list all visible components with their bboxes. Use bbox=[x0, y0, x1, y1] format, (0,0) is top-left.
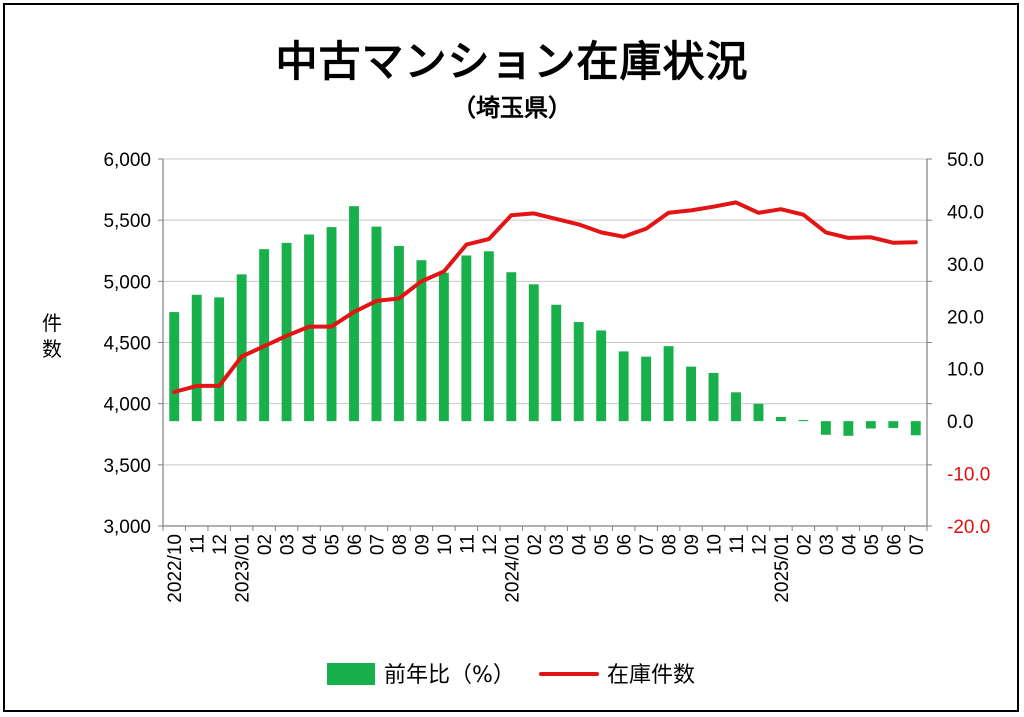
x-tick-label: 02 bbox=[255, 534, 276, 555]
line-series bbox=[172, 200, 918, 394]
x-tick-label: 11 bbox=[457, 534, 478, 554]
axes bbox=[158, 158, 932, 531]
x-tick-label: 02 bbox=[794, 534, 815, 555]
x-tick-label: 08 bbox=[390, 534, 411, 555]
left-tick-label: 3,000 bbox=[103, 517, 151, 538]
bar bbox=[483, 251, 494, 422]
right-tick-label: 20.0 bbox=[947, 307, 984, 328]
x-tick-label: 05 bbox=[323, 534, 344, 555]
bar bbox=[461, 255, 472, 422]
x-tick-label: 12 bbox=[480, 534, 501, 555]
y-axis-label-char: 件 bbox=[42, 311, 62, 335]
x-tick-label: 06 bbox=[884, 534, 905, 555]
x-tick-label: 10 bbox=[705, 534, 726, 555]
bar bbox=[843, 421, 854, 436]
x-tick-label: 12 bbox=[210, 534, 231, 555]
bar bbox=[910, 421, 921, 436]
x-tick-label: 10 bbox=[435, 534, 456, 555]
left-tick-label: 4,500 bbox=[103, 334, 151, 355]
bar bbox=[663, 346, 674, 422]
x-tick-label: 04 bbox=[570, 534, 591, 556]
x-tick-label: 2025/01 bbox=[772, 534, 793, 603]
bar bbox=[438, 272, 449, 422]
x-axis-ticks: 2022/10 11 12 2023/01 02 03 04 05 06 07 08 09 10 11 12… bbox=[165, 534, 928, 603]
bar bbox=[281, 242, 292, 422]
legend-swatch-bar bbox=[327, 663, 375, 685]
right-tick-label: 0.0 bbox=[947, 412, 973, 433]
bar bbox=[371, 226, 382, 422]
bar bbox=[798, 420, 809, 422]
x-tick-label: 07 bbox=[368, 534, 389, 555]
bar bbox=[641, 356, 652, 422]
right-tick-label: -10.0 bbox=[947, 465, 990, 486]
x-tick-label: 05 bbox=[592, 534, 613, 555]
bar bbox=[618, 351, 629, 422]
x-tick-label: 03 bbox=[278, 534, 299, 555]
x-tick-label: 06 bbox=[615, 534, 636, 555]
x-tick-label: 05 bbox=[862, 534, 883, 555]
left-tick-label: 5,500 bbox=[103, 211, 151, 232]
bar bbox=[753, 403, 764, 422]
x-tick-label: 07 bbox=[637, 534, 658, 555]
x-tick-label: 03 bbox=[817, 534, 838, 555]
right-tick-label: 40.0 bbox=[947, 202, 984, 223]
x-tick-label: 08 bbox=[660, 534, 681, 555]
bar bbox=[731, 392, 741, 422]
bar bbox=[236, 274, 247, 422]
bar bbox=[865, 421, 876, 429]
bar bbox=[573, 322, 584, 422]
bar bbox=[551, 304, 562, 422]
legend-label-line: 在庫件数 bbox=[607, 663, 695, 688]
inventory-line bbox=[172, 200, 918, 394]
bar bbox=[775, 416, 786, 422]
x-tick-label: 03 bbox=[547, 534, 568, 555]
bar bbox=[686, 366, 697, 422]
chart-subtitle: （埼玉県） bbox=[452, 94, 572, 122]
bar bbox=[191, 294, 202, 422]
bar bbox=[596, 330, 607, 422]
chart-title: 中古マンション在庫状況 bbox=[275, 37, 749, 86]
bar bbox=[888, 421, 899, 428]
right-tick-label: 10.0 bbox=[947, 360, 984, 381]
bar bbox=[506, 272, 517, 422]
x-tick-label: 09 bbox=[412, 534, 433, 555]
left-tick-label: 5,000 bbox=[103, 272, 151, 293]
left-tick-label: 3,500 bbox=[103, 456, 151, 477]
left-axis-ticks: 3,000 3,500 4,000 4,500 5,000 5,500 6,000 bbox=[103, 150, 151, 538]
bar bbox=[416, 260, 427, 422]
bar bbox=[259, 249, 270, 422]
left-tick-label: 4,000 bbox=[103, 395, 151, 416]
x-tick-label: 07 bbox=[907, 534, 928, 555]
legend: 前年比（%） 在庫件数 bbox=[327, 663, 695, 688]
x-tick-label: 2023/01 bbox=[233, 534, 254, 603]
right-axis-ticks: -20.0 -10.0 0.0 10.0 20.0 30.0 40.0 50.0 bbox=[947, 150, 990, 538]
right-tick-label: -20.0 bbox=[947, 517, 990, 538]
legend-label-bar: 前年比（%） bbox=[384, 663, 515, 688]
bar-series bbox=[169, 206, 921, 436]
x-tick-label: 12 bbox=[750, 534, 771, 555]
bar bbox=[528, 284, 539, 422]
y-axis-label: 件数 bbox=[42, 311, 62, 361]
x-tick-label: 2024/01 bbox=[502, 534, 523, 603]
x-tick-label: 04 bbox=[300, 534, 321, 556]
x-tick-label: 09 bbox=[682, 534, 703, 555]
x-tick-label: 04 bbox=[839, 534, 860, 556]
x-tick-label: 06 bbox=[345, 534, 366, 555]
right-tick-label: 30.0 bbox=[947, 255, 984, 276]
x-tick-label: 02 bbox=[525, 534, 546, 555]
bar bbox=[326, 227, 337, 422]
bar bbox=[708, 372, 719, 422]
bar bbox=[169, 312, 180, 422]
x-tick-label: 11 bbox=[188, 534, 209, 554]
bar bbox=[393, 246, 404, 422]
x-tick-label: 11 bbox=[727, 534, 748, 554]
right-tick-label: 50.0 bbox=[947, 150, 984, 171]
bar bbox=[214, 297, 225, 422]
y-axis-label-char: 数 bbox=[42, 337, 62, 361]
left-tick-label: 6,000 bbox=[103, 150, 151, 171]
bar bbox=[820, 421, 831, 435]
x-tick-label: 2022/10 bbox=[165, 534, 186, 603]
gridlines bbox=[163, 158, 927, 527]
